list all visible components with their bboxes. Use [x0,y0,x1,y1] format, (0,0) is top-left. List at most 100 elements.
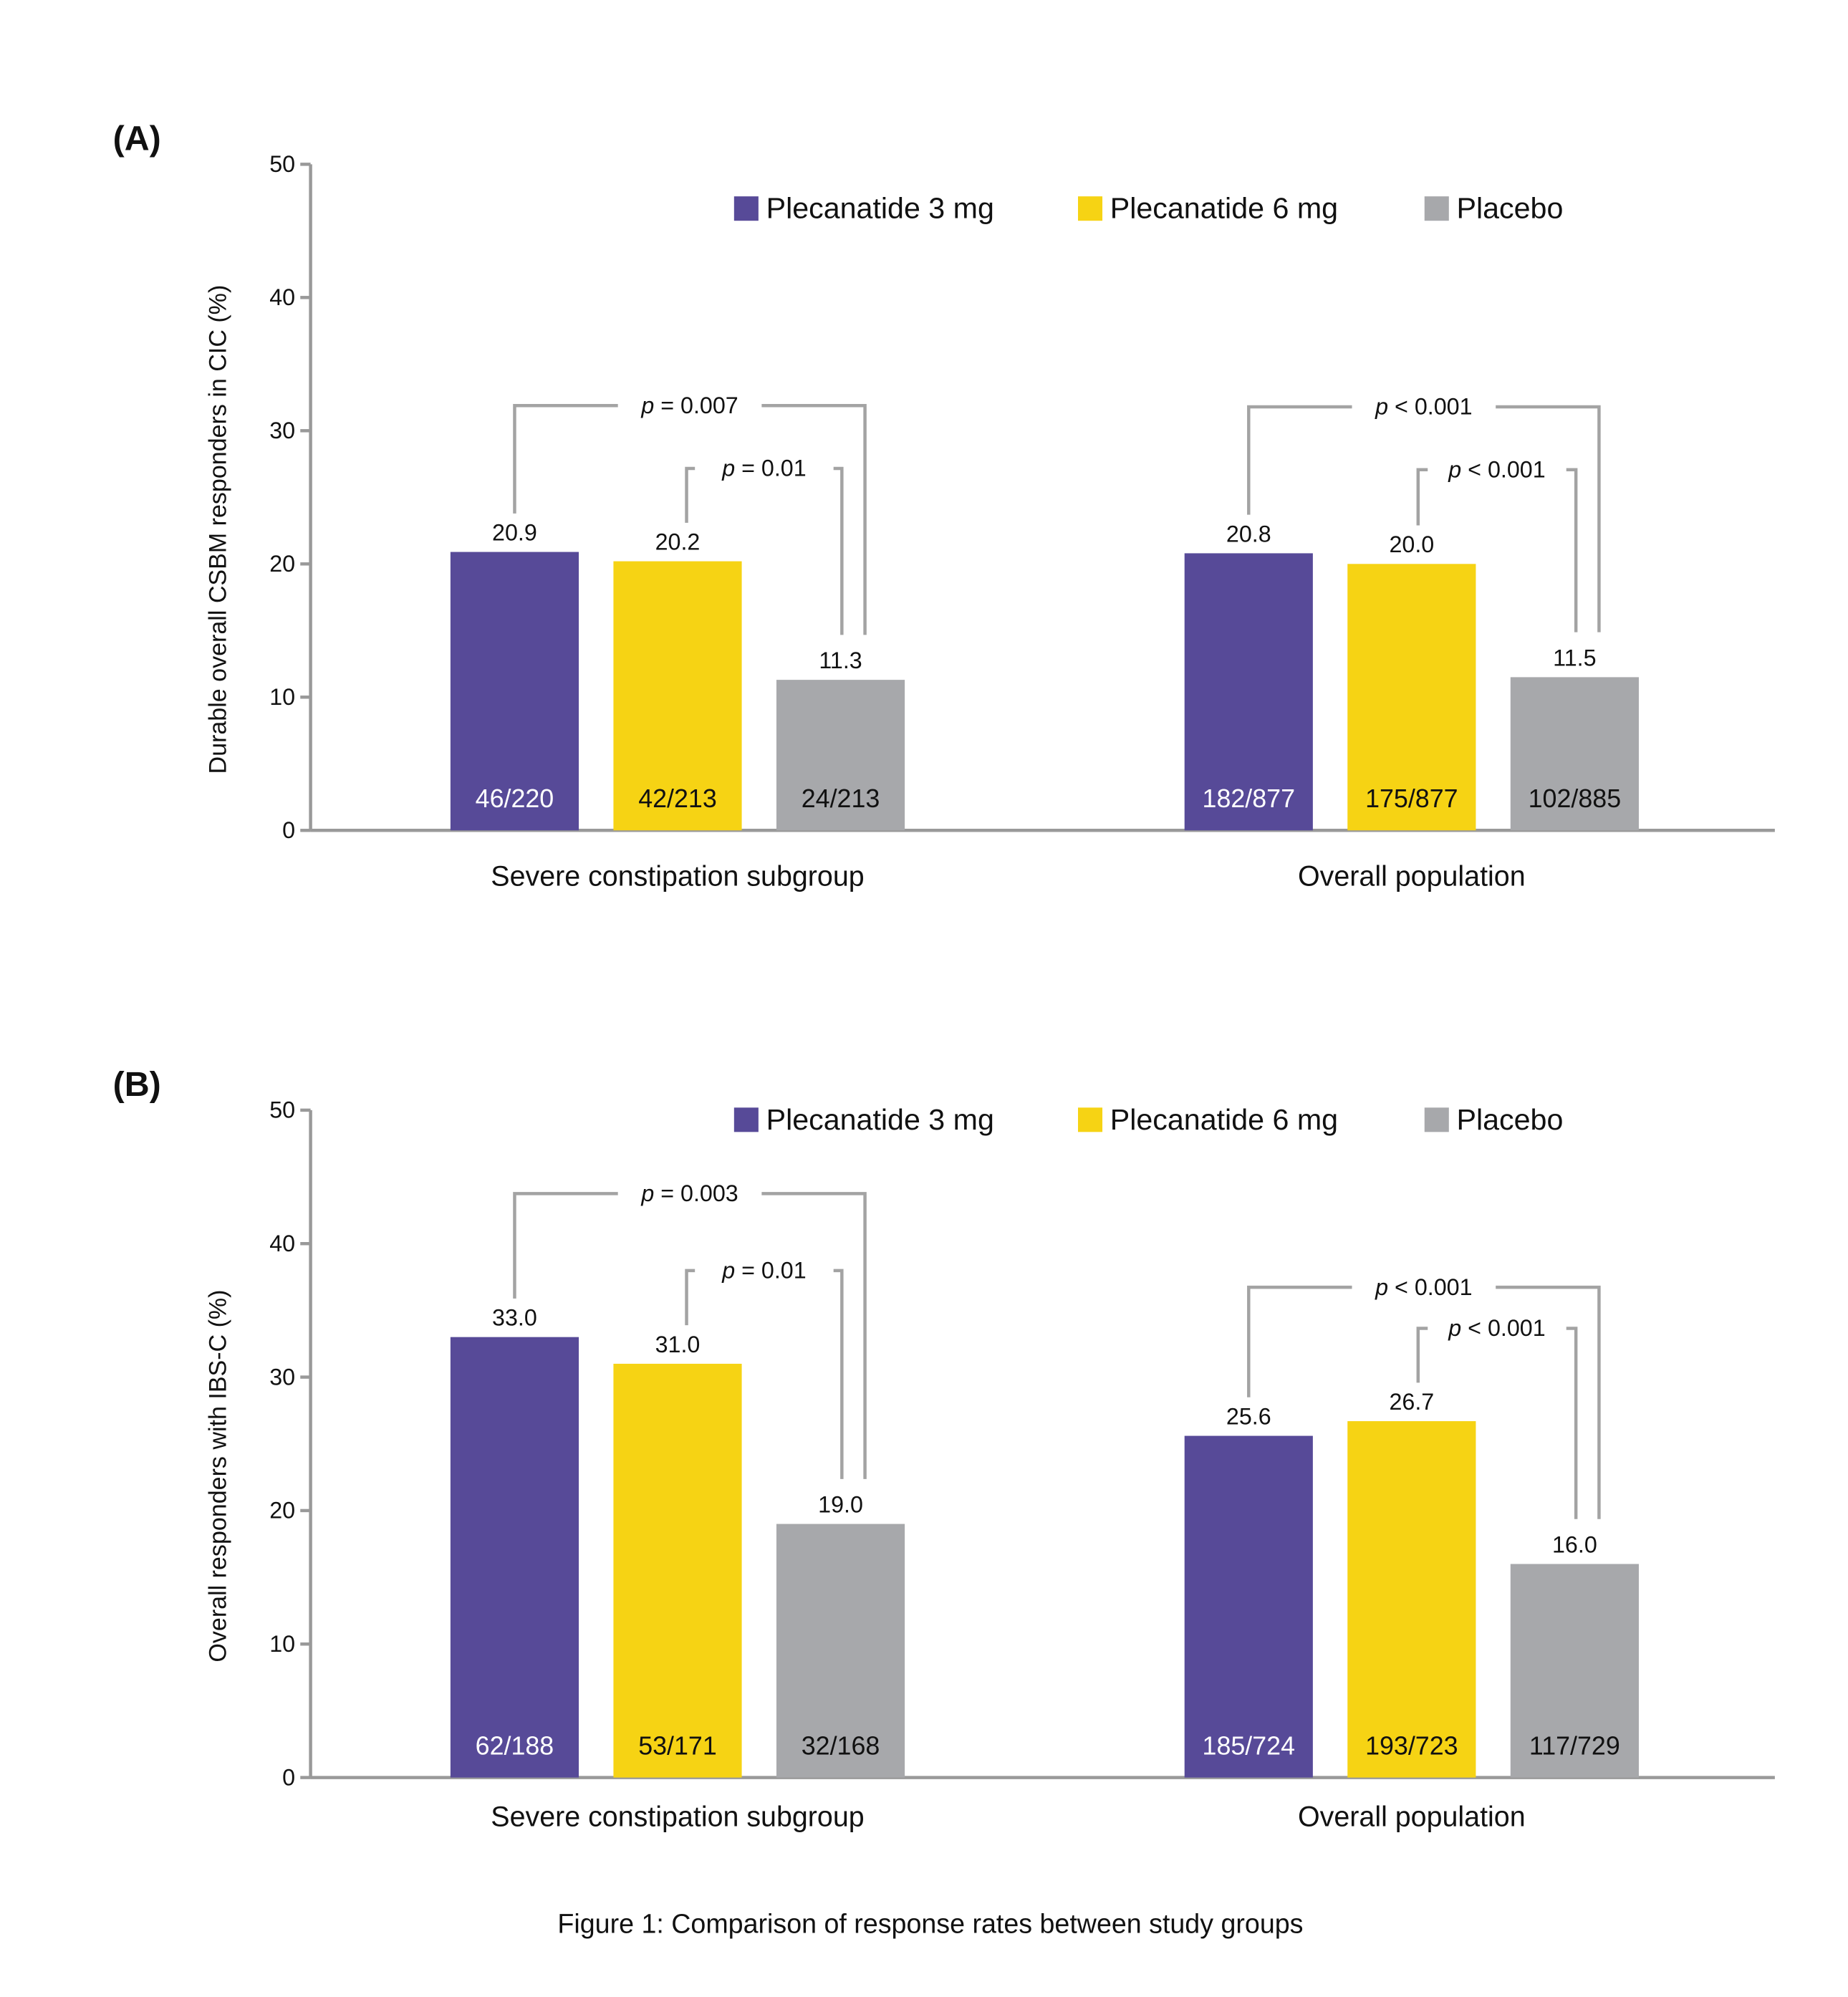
y-tick-label: 10 [269,1631,295,1657]
significance-bracket: p < 0.001 [1247,394,1601,632]
bracket-left-line [1247,405,1352,515]
bracket-right-line [833,1269,844,1479]
legend-swatch [1424,196,1449,221]
legend-swatch [1078,196,1103,221]
significance-bracket: p < 0.001 [1416,457,1578,632]
significance-bracket: p = 0.003 [513,1180,867,1479]
bar-count-label: 185/724 [1203,1731,1296,1760]
bracket-left-line [1416,468,1428,526]
p-value-text: < 0.001 [1461,457,1545,483]
category-label: Overall population [1298,1801,1526,1833]
bracket-left-line [513,403,618,514]
category-label: Severe constipation subgroup [491,860,864,892]
bar-value-label: 11.3 [819,648,862,673]
legend-label: Plecanatide 6 mg [1110,192,1338,225]
p-value-text: < 0.001 [1461,1315,1545,1341]
bar-count-label: 42/213 [638,784,717,813]
bracket-right-line [1496,1285,1601,1519]
legend-label: Plecanatide 3 mg [766,1103,994,1136]
bracket-right-line [833,466,844,635]
bar-count-label: 46/220 [476,784,554,813]
y-axis-title: Overall responders with IBS-C (%) [204,1289,231,1662]
p-value-label: p = 0.01 [721,1258,806,1284]
bar [1184,553,1313,831]
bar-value-label: 19.0 [818,1491,863,1517]
y-tick-label: 10 [269,684,295,710]
bracket-right-line [1566,1327,1578,1519]
bar-count-label: 102/885 [1529,784,1622,813]
bar [1510,1564,1639,1778]
p-symbol: p [1448,457,1461,483]
p-value-label: p < 0.001 [1448,457,1545,483]
y-tick-label: 0 [282,1764,295,1790]
y-tick-label: 0 [282,817,295,843]
p-value-label: p < 0.001 [1448,1315,1545,1341]
significance-bracket: p = 0.01 [685,1258,844,1479]
bar-value-label: 20.2 [655,529,701,554]
bar-count-label: 53/171 [638,1731,717,1760]
bar [450,552,579,831]
y-tick-label: 40 [269,1231,295,1256]
legend-swatch [1078,1107,1103,1132]
bracket-left-line [1416,1327,1428,1383]
p-value-text: = 0.003 [654,1180,738,1206]
p-value-text: < 0.001 [1388,1274,1472,1300]
p-symbol: p [1448,1315,1461,1341]
y-tick-label: 20 [269,1498,295,1524]
p-symbol: p [640,393,654,418]
y-tick-label: 30 [269,1364,295,1390]
bar-count-label: 32/168 [802,1731,880,1760]
y-tick-label: 40 [269,284,295,310]
legend-label: Placebo [1457,192,1564,225]
legend-swatch [733,196,759,221]
category-label: Severe constipation subgroup [491,1801,864,1833]
p-value-label: p = 0.007 [640,393,738,418]
p-value-text: = 0.007 [654,393,738,418]
bar-count-label: 182/877 [1203,784,1296,813]
bar-value-label: 26.7 [1389,1389,1434,1415]
p-symbol: p [1375,1274,1388,1300]
p-symbol: p [1375,394,1388,420]
p-value-label: p < 0.001 [1375,394,1472,420]
bar-value-label: 16.0 [1552,1531,1597,1557]
significance-bracket: p = 0.01 [685,456,844,635]
bar-value-label: 20.8 [1226,521,1271,547]
bar-value-label: 11.5 [1553,645,1596,670]
bracket-left-line [1247,1285,1352,1397]
legend-label: Plecanatide 6 mg [1110,1103,1338,1136]
legend-swatch [1424,1107,1449,1132]
legend-label: Plecanatide 3 mg [766,192,994,225]
category-label: Overall population [1298,860,1526,892]
bar-value-label: 20.0 [1389,531,1434,557]
bar-value-label: 20.9 [492,519,537,545]
bar [1510,677,1639,831]
bar [450,1337,579,1778]
p-symbol: p [640,1180,654,1206]
bar [613,561,742,831]
bar [1347,1421,1476,1778]
y-tick-label: 30 [269,418,295,443]
y-axis-title: Durable overall CSBM responders in CIC (… [204,285,231,774]
bar-count-label: 193/723 [1365,1731,1458,1760]
p-value-text: = 0.01 [735,1258,807,1284]
bracket-right-line [761,403,867,635]
bar [613,1363,742,1778]
bracket-right-line [761,1192,867,1479]
significance-bracket: p < 0.001 [1416,1315,1578,1519]
bar [776,1524,905,1778]
p-value-label: p = 0.003 [640,1180,738,1206]
bracket-left-line [513,1192,618,1299]
y-tick-label: 50 [269,151,295,177]
p-value-text: = 0.01 [735,456,807,481]
panel-label: (B) [113,1065,161,1104]
panel-a: (A) 0 10 20 30 40 50 Durable overall CSBM respo… [113,120,1775,892]
bar-count-label: 62/188 [476,1731,554,1760]
bar [1184,1435,1313,1778]
significance-bracket: p = 0.007 [513,393,867,635]
bar-count-label: 24/213 [802,784,880,813]
panel-label: (A) [113,120,161,158]
bar-value-label: 25.6 [1226,1403,1271,1429]
y-tick-label: 20 [269,551,295,577]
p-value-text: < 0.001 [1388,394,1472,420]
